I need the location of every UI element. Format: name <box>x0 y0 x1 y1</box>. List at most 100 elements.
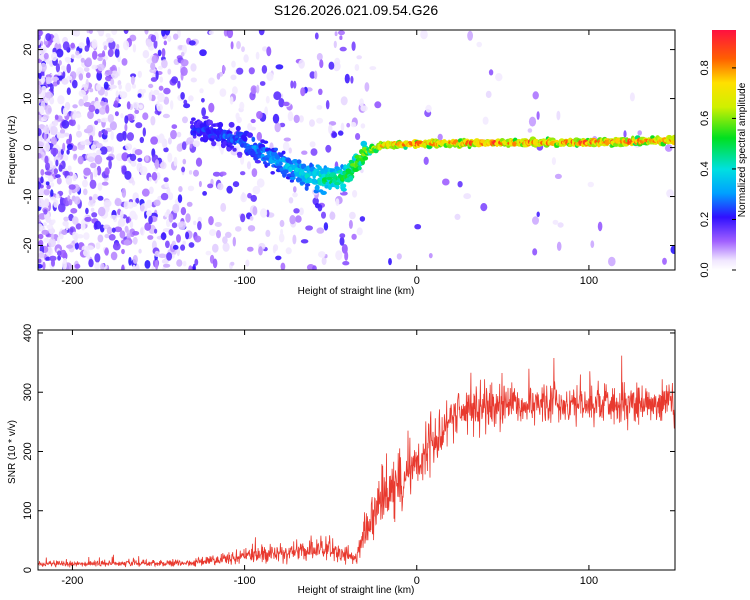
spectrogram-cell <box>300 87 306 97</box>
spectrogram-cell <box>190 77 197 83</box>
spectrogram-cell <box>288 147 292 154</box>
spectrogram-cell <box>94 108 100 115</box>
spectrogram-cell <box>255 51 260 60</box>
spectrogram-cell <box>527 128 533 133</box>
spectrogram-cell <box>165 240 170 249</box>
spectrogram-cell <box>44 171 52 176</box>
spectrogram-ridge-cell <box>304 185 309 191</box>
spectrogram-cell <box>78 89 87 97</box>
spectrogram-cell <box>670 245 675 254</box>
snr-ytick-label: 300 <box>22 383 34 401</box>
spectrogram-cell <box>132 231 140 236</box>
spectrogram-cell <box>158 133 165 144</box>
spectrogram-cell <box>88 196 93 201</box>
spectrogram-cell <box>38 252 45 258</box>
spectrogram-cell <box>38 181 41 190</box>
spectrogram-cell <box>40 176 44 184</box>
spectrogram-cell <box>57 255 61 261</box>
spectrogram-cell <box>532 91 539 100</box>
spectrogram-cell <box>92 193 98 200</box>
spectrogram-cell <box>72 104 78 109</box>
spectrogram-cell <box>94 253 101 263</box>
spectrogram-cell <box>192 140 200 148</box>
spectrogram-cell <box>114 48 120 58</box>
spectrogram-cell <box>312 265 317 270</box>
spectrogram-cell <box>259 81 266 86</box>
spectrogram-cell <box>482 116 489 125</box>
spectrogram-cell <box>313 70 318 80</box>
spectrogram-cell <box>351 233 357 240</box>
spectrogram-cell <box>178 186 183 193</box>
spectrogram-cell <box>58 133 66 139</box>
spectrogram-cell <box>146 210 152 217</box>
spectrogram-cell <box>247 123 253 131</box>
spectrogram-cell <box>340 96 348 106</box>
spectrogram-cell <box>84 216 92 222</box>
spectrogram-cells <box>38 30 675 270</box>
spectrogram-cell <box>188 170 193 175</box>
spectrogram-cell <box>43 189 50 196</box>
spectrogram-cell <box>125 82 132 93</box>
spectrogram-cell <box>166 209 171 216</box>
spectrogram-cell <box>333 40 337 49</box>
spectrogram-cell <box>111 30 118 35</box>
spectrogram-cell <box>144 30 149 35</box>
spectrogram-cell <box>219 171 227 176</box>
spectrogram-cell <box>55 193 60 199</box>
spectrogram-cell <box>97 63 105 72</box>
spectrogram-cell <box>664 144 673 152</box>
spectrogram-cell <box>132 43 137 53</box>
spectrogram-ytick-label: 20 <box>22 43 34 55</box>
spectrogram-cell <box>120 113 124 119</box>
spectrogram-cell <box>43 125 50 135</box>
spectrogram-cell <box>552 219 559 225</box>
colorbar-gradient <box>712 30 736 270</box>
spectrogram-cell <box>292 192 298 198</box>
spectrogram-cell <box>556 110 561 121</box>
spectrogram-cell <box>51 219 56 224</box>
spectrogram-cell <box>188 242 195 248</box>
spectrogram-cell <box>273 244 279 252</box>
spectrogram-ytick-label: -10 <box>22 189 34 205</box>
spectrogram-ridge-cell <box>357 166 362 171</box>
spectrogram-cell <box>129 210 137 220</box>
spectrogram-cell <box>265 95 270 104</box>
spectrogram-cell <box>212 243 219 253</box>
spectrogram-ridge-cell <box>236 151 243 157</box>
spectrogram-cell <box>85 207 89 215</box>
snr-ticks: -200 -100 0 100 0 100 200 300 400 <box>22 324 675 587</box>
spectrogram-cell <box>240 213 246 223</box>
spectrogram-cell <box>225 231 232 238</box>
spectrogram-cell <box>608 256 616 267</box>
spectrogram-cell <box>68 184 76 190</box>
spectrogram-cell <box>62 71 66 79</box>
spectrogram-cell <box>66 149 70 155</box>
spectrogram-cell <box>240 155 245 165</box>
spectrogram-cell <box>328 61 335 70</box>
spectrogram-cell <box>194 258 199 266</box>
spectrogram-cell <box>155 70 159 81</box>
spectrogram-cell <box>115 153 124 162</box>
spectrogram-cell <box>208 102 215 113</box>
spectrogram-cell <box>554 173 562 179</box>
spectrogram-cell <box>88 104 96 113</box>
spectrogram-cell <box>197 221 202 231</box>
spectrogram-cell <box>161 48 166 58</box>
spectrogram-cell <box>292 234 297 245</box>
spectrogram-cell <box>180 92 185 100</box>
spectrogram-cell <box>198 180 202 188</box>
spectrogram-cell <box>50 196 56 201</box>
spectrogram-ridge-cell <box>324 184 330 189</box>
spectrogram-cell <box>355 133 361 140</box>
spectrogram-cell <box>298 59 305 69</box>
spectrogram-cell <box>43 209 48 215</box>
spectrogram-ridge-cell <box>229 145 235 149</box>
spectrogram-cell <box>87 110 94 120</box>
spectrogram-cell <box>495 73 503 82</box>
spectrogram-cell <box>72 173 77 182</box>
spectrogram-cell <box>293 114 300 124</box>
spectrogram-cell <box>80 57 85 63</box>
spectrogram-ridge-cell <box>263 161 267 165</box>
spectrogram-cell <box>536 111 540 120</box>
spectrogram-cell <box>94 120 99 126</box>
